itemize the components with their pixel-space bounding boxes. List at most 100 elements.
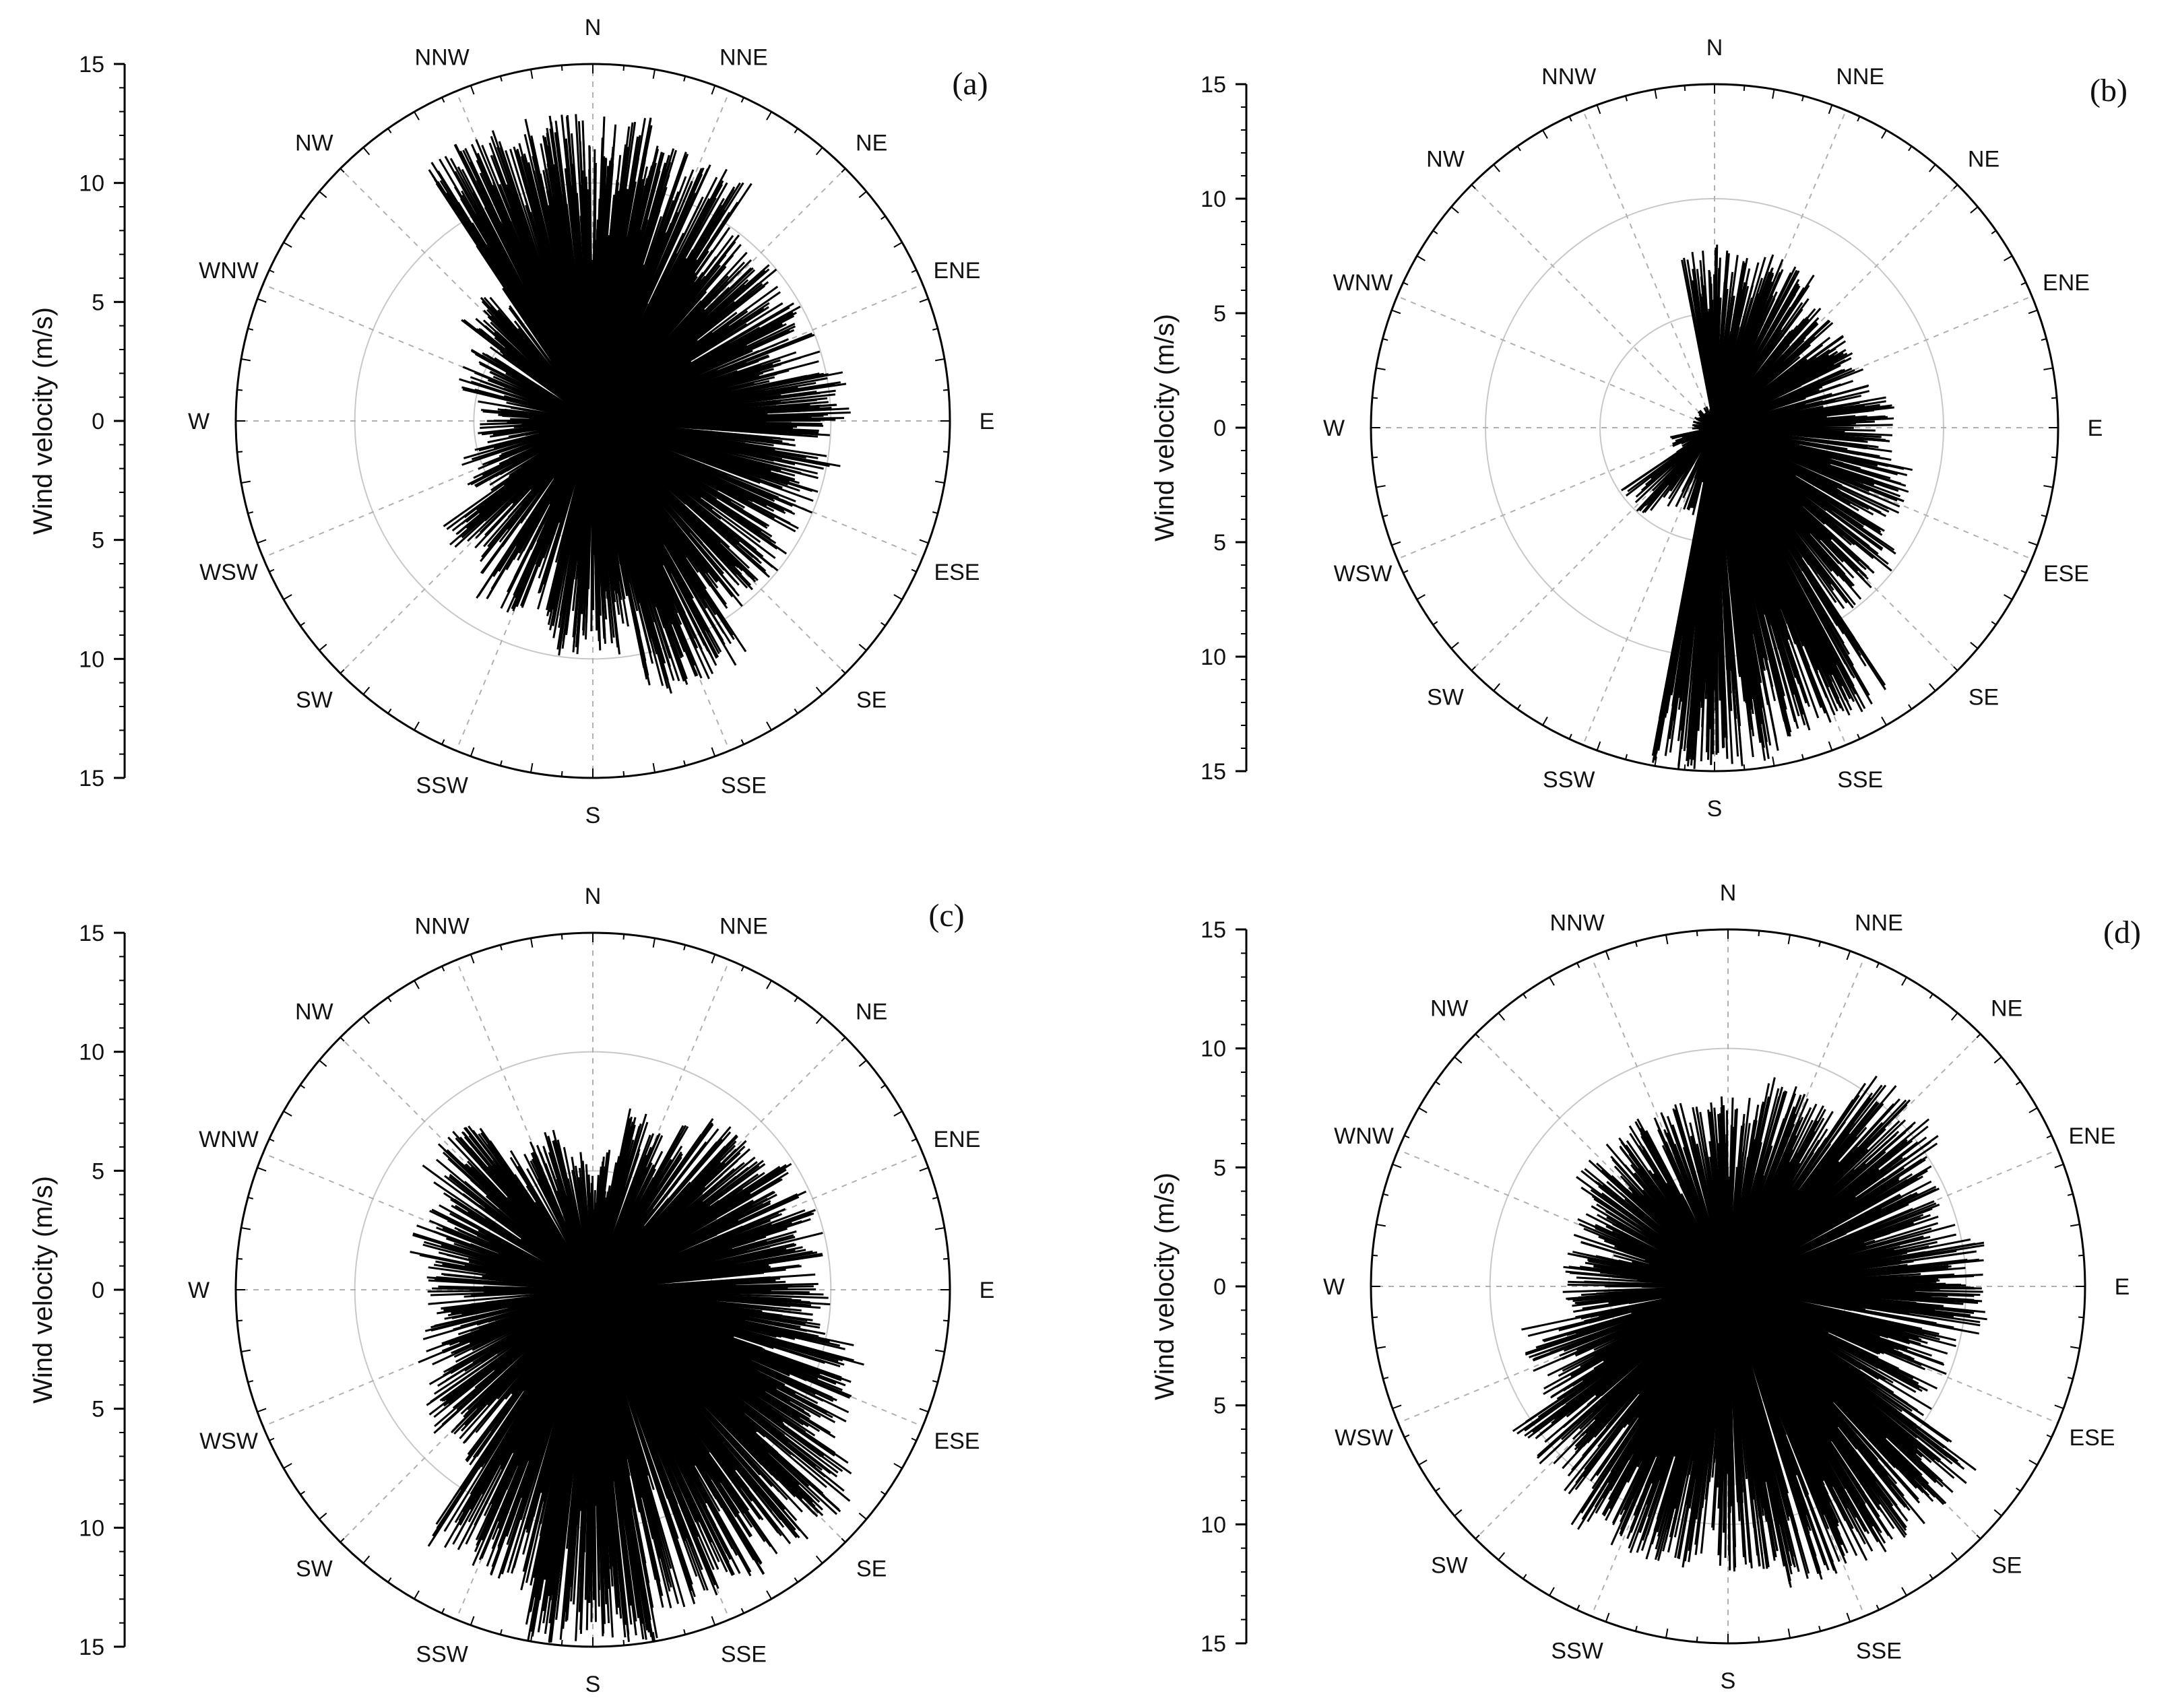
direction-label-s: S: [585, 1672, 601, 1697]
wind-vector-sse: [591, 420, 657, 535]
wind-vector-ese: [592, 420, 779, 499]
wind-vector-nne: [1713, 269, 1798, 428]
outer-tick: [283, 242, 292, 248]
outer-tick: [300, 1490, 305, 1495]
outer-tick: [893, 242, 903, 248]
outer-tick: [2041, 514, 2047, 517]
outer-tick: [932, 1380, 938, 1383]
outer-tick: [1625, 754, 1628, 760]
direction-label-n: N: [585, 884, 602, 909]
wind-vector-wnw: [462, 388, 594, 422]
outer-tick: [247, 1380, 254, 1383]
outer-tick: [815, 147, 823, 156]
wind-vector-sse: [1713, 427, 1791, 737]
wind-vector-e: [592, 1288, 783, 1317]
direction-label-nne: NNE: [1836, 64, 1884, 90]
outer-tick: [932, 1196, 938, 1200]
outer-tick: [1758, 930, 1760, 937]
outer-tick: [1418, 1459, 1428, 1466]
y-tick-label: 10: [1201, 187, 1226, 212]
outer-tick: [1493, 683, 1500, 692]
outer-tick: [236, 389, 243, 391]
wind-vector-ese: [1714, 426, 1869, 511]
y-tick-label: 0: [92, 409, 104, 434]
outer-tick: [387, 997, 392, 1002]
outer-tick: [530, 69, 534, 79]
outer-tick: [919, 1167, 929, 1172]
outer-tick: [414, 1590, 420, 1600]
outer-tick: [257, 1408, 267, 1413]
outer-tick: [1576, 962, 1580, 968]
outer-tick: [1542, 129, 1548, 139]
wind-vector-wnw: [459, 378, 594, 422]
wind-vector-ne: [1713, 329, 1782, 428]
outer-tick: [236, 451, 243, 453]
wind-vector-ne: [1713, 319, 1830, 429]
outer-tick: [652, 938, 656, 948]
outer-tick: [652, 1631, 656, 1642]
y-tick-label: 5: [92, 290, 104, 315]
outer-tick: [911, 1138, 917, 1142]
outer-tick: [1929, 993, 1933, 999]
outer-tick: [470, 954, 475, 964]
wind-vector-nne: [591, 1150, 664, 1290]
wind-vector-n: [591, 1216, 598, 1290]
wind-vector-n: [591, 117, 606, 422]
wind-vector-ene: [592, 302, 795, 422]
wind-vector-ne: [1713, 325, 1799, 428]
wind-vector-se: [591, 420, 695, 548]
wind-vector-n: [581, 170, 594, 422]
outer-tick: [1471, 666, 1476, 671]
outer-tick: [932, 511, 938, 515]
outer-tick: [1432, 230, 1438, 234]
wind-vector-ese: [1714, 426, 1814, 451]
outer-tick: [893, 1463, 903, 1469]
outer-tick: [561, 770, 563, 777]
panel-label: (b): [2090, 73, 2127, 108]
outer-tick: [561, 65, 563, 71]
wind-vector-nne: [591, 277, 631, 422]
outer-tick: [942, 389, 949, 391]
outer-tick: [794, 997, 798, 1002]
outer-tick: [622, 1639, 625, 1646]
y-tick-label: 10: [79, 1040, 104, 1065]
wind-vector-sse: [1713, 427, 1807, 628]
outer-tick: [1391, 541, 1401, 546]
outer-tick: [683, 1629, 686, 1635]
wind-vector-nne: [591, 1134, 627, 1290]
wind-vector-ssw: [560, 420, 594, 553]
wind-vector-ne: [591, 1191, 669, 1290]
outer-tick: [1634, 941, 1638, 948]
wind-rose-panel-d: NNNENEENEEESESESSESSSWSWWSWWWNWNWNNW1510…: [1150, 880, 2141, 1694]
y-axis-title: Wind velocity (m/s): [1150, 314, 1180, 541]
outer-tick: [1876, 962, 1880, 968]
outer-tick: [414, 721, 420, 731]
direction-label-e: E: [980, 1278, 995, 1303]
y-tick-label: 0: [92, 1278, 104, 1303]
outer-tick: [841, 1538, 846, 1543]
wind-vector-ese: [592, 420, 746, 504]
outer-tick: [1376, 367, 1386, 370]
outer-tick: [858, 643, 867, 651]
direction-label-ene: ENE: [934, 1127, 981, 1152]
wind-vector-wsw: [474, 420, 594, 487]
wind-vector-ese: [1714, 426, 1875, 486]
outer-tick: [257, 539, 267, 544]
wind-vector-ese: [1714, 426, 1831, 465]
wind-vector-s: [591, 420, 603, 588]
outer-tick: [858, 1512, 867, 1520]
wind-vector-nw: [505, 346, 594, 422]
outer-tick: [2028, 1459, 2038, 1466]
outer-tick: [1787, 934, 1791, 945]
outer-tick: [1523, 1574, 1527, 1579]
direction-label-w: W: [1323, 416, 1345, 441]
outer-tick: [911, 1437, 917, 1441]
outer-tick: [1498, 1012, 1506, 1021]
outer-tick: [283, 1111, 292, 1117]
wind-observations: [428, 114, 851, 694]
outer-tick: [858, 1059, 867, 1068]
outer-tick: [470, 1616, 475, 1626]
outer-tick: [269, 269, 275, 273]
direction-label-wsw: WSW: [1334, 561, 1393, 587]
wind-vector-se: [591, 420, 706, 574]
